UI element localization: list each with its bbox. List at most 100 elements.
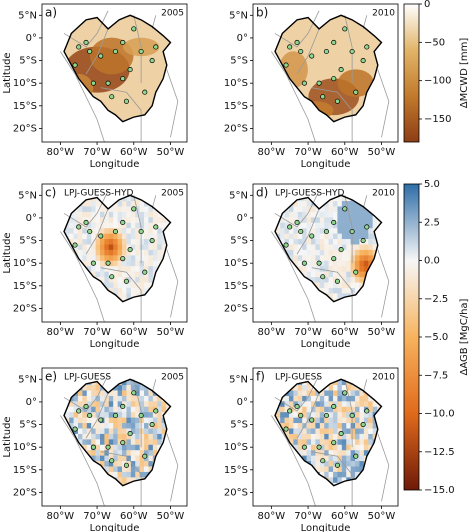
grid-cell [82, 439, 88, 445]
grid-cell [100, 211, 105, 218]
grid-cell [284, 466, 290, 472]
grid-cell [275, 222, 277, 229]
grid-cell [144, 238, 149, 245]
grid-cell [284, 384, 290, 391]
grid-cell [95, 222, 101, 229]
grid-cell [280, 439, 285, 445]
grid-cell [139, 195, 145, 196]
grid-cell [359, 206, 365, 212]
country-border [60, 51, 105, 143]
grid-cell [346, 466, 351, 472]
grid-cell [341, 401, 347, 407]
grid-cell [355, 482, 360, 486]
basin-outline [274, 14, 383, 123]
grid-cell [95, 406, 101, 413]
site [323, 412, 329, 419]
grid-cell [275, 433, 281, 440]
site [120, 76, 126, 82]
grid-cell [64, 406, 66, 413]
grid-cell [86, 390, 92, 396]
grid-cell [324, 271, 329, 278]
grid-cell [64, 384, 66, 391]
grid-cell [350, 200, 356, 207]
grid-cell [311, 249, 316, 256]
grid-cell [368, 287, 373, 294]
grid-cell [341, 395, 347, 402]
grid-cell [104, 244, 110, 250]
grid-cell [170, 434, 175, 440]
grid-cell [333, 287, 338, 294]
site [338, 247, 344, 253]
grid-cell [359, 271, 365, 278]
country-border [166, 69, 179, 138]
grid-cell [82, 211, 88, 218]
grid-cell [126, 406, 132, 413]
grid-cell [108, 428, 114, 434]
grid-cell [368, 444, 373, 451]
grid-cell [100, 460, 105, 467]
grid-cell [381, 417, 386, 423]
country-border [296, 208, 320, 255]
grid-cell [350, 395, 356, 402]
grid-cell [275, 390, 281, 396]
grid-cell [126, 401, 132, 407]
grid-cell [95, 255, 101, 261]
grid-cell [69, 249, 74, 256]
grid-cell [315, 406, 321, 413]
grid-cell [144, 260, 149, 267]
grid-cell [113, 428, 118, 434]
grid-cell [117, 206, 123, 212]
grid-cell [73, 455, 79, 462]
grid-cell [341, 293, 347, 299]
grid-cell [130, 401, 136, 407]
grid-cell [293, 433, 299, 440]
grid-cell [337, 293, 343, 299]
grid-cell [315, 249, 321, 256]
grid-cell [69, 260, 74, 267]
grid-cell [161, 390, 167, 396]
grid-cell [333, 298, 338, 302]
grid-cell [144, 276, 149, 283]
grid-cell [95, 401, 101, 407]
grid-cell [341, 244, 347, 250]
y-tick-label: 5°S [230, 236, 248, 247]
grid-cell [306, 390, 312, 396]
grid-cell [333, 227, 338, 234]
y-tick-label: 5°N [229, 190, 248, 201]
grid-cell [324, 406, 329, 413]
grid-cell [64, 206, 66, 212]
grid-cell [166, 411, 171, 418]
grid-cell [122, 477, 127, 483]
grid-cell [368, 293, 373, 299]
grid-cell [359, 255, 365, 261]
site [287, 44, 293, 50]
country-border [377, 69, 390, 138]
grid-cell [350, 417, 356, 424]
grid-cell [341, 265, 347, 272]
panel-label: a) [45, 6, 57, 20]
grid-cell [319, 265, 325, 272]
grid-cell [341, 200, 347, 207]
grid-cell [306, 217, 312, 223]
panel-label: c) [45, 186, 56, 200]
site [294, 403, 300, 410]
grid-cell [64, 293, 66, 299]
grid-cell [148, 379, 154, 386]
grid-cell [350, 460, 356, 467]
grid-cell [350, 466, 356, 472]
grid-cell [359, 390, 365, 396]
grid-cell [311, 477, 316, 483]
grid-cell [280, 249, 285, 256]
grid-cell [157, 460, 162, 467]
grid-cell [69, 477, 74, 483]
grid-cell [341, 460, 347, 467]
grid-cell [363, 433, 369, 440]
grid-cell [166, 200, 171, 207]
grid-cell [368, 244, 373, 250]
grid-cell [113, 271, 118, 278]
grid-cell [157, 238, 162, 245]
grid-cell [275, 260, 277, 267]
grid-cell [306, 271, 312, 278]
